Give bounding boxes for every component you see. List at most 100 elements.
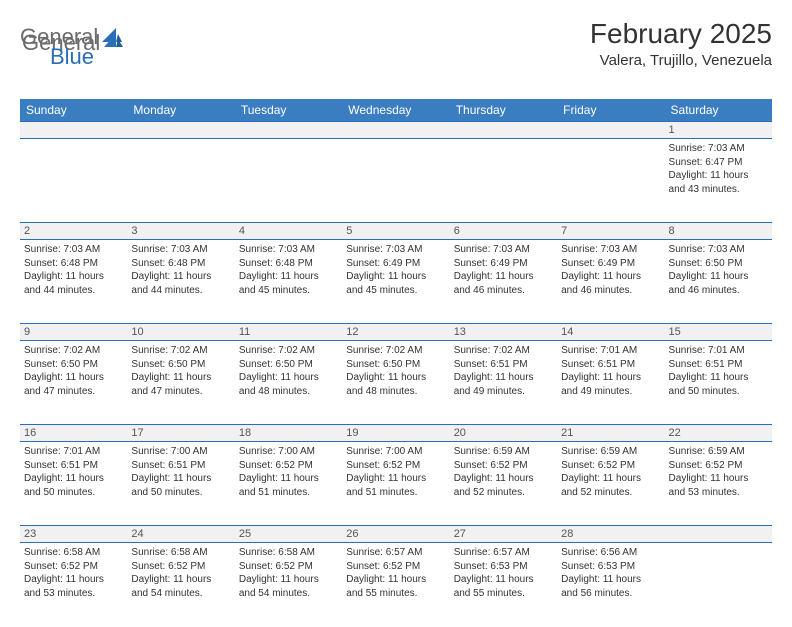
sunrise-text: Sunrise: 7:03 AM — [24, 243, 123, 257]
daylight-text-2: and 45 minutes. — [346, 284, 445, 298]
day-cell: Sunrise: 7:03 AMSunset: 6:47 PMDaylight:… — [665, 139, 772, 223]
sunset-text: Sunset: 6:52 PM — [454, 459, 553, 473]
day-cell: Sunrise: 7:00 AMSunset: 6:51 PMDaylight:… — [127, 442, 234, 526]
day-cell: Sunrise: 7:00 AMSunset: 6:52 PMDaylight:… — [235, 442, 342, 526]
sunrise-text: Sunrise: 7:03 AM — [131, 243, 230, 257]
daylight-text-1: Daylight: 11 hours — [669, 472, 768, 486]
daylight-text-1: Daylight: 11 hours — [131, 371, 230, 385]
daylight-text-1: Daylight: 11 hours — [561, 573, 660, 587]
daylight-text-2: and 49 minutes. — [454, 385, 553, 399]
brand-sail-icon2 — [104, 33, 124, 54]
day-number: . — [665, 526, 772, 543]
day-cell: Sunrise: 7:02 AMSunset: 6:50 PMDaylight:… — [235, 341, 342, 425]
sunset-text: Sunset: 6:47 PM — [669, 156, 768, 170]
day-cell: Sunrise: 6:59 AMSunset: 6:52 PMDaylight:… — [665, 442, 772, 526]
sunset-text: Sunset: 6:52 PM — [239, 560, 338, 574]
daynum-row: 16171819202122 — [20, 425, 772, 442]
day-cell — [665, 543, 772, 627]
sunset-text: Sunset: 6:52 PM — [131, 560, 230, 574]
daylight-text-1: Daylight: 11 hours — [346, 472, 445, 486]
sunset-text: Sunset: 6:50 PM — [131, 358, 230, 372]
daylight-text-2: and 55 minutes. — [346, 587, 445, 601]
sunrise-text: Sunrise: 7:03 AM — [561, 243, 660, 257]
day-cell — [127, 139, 234, 223]
daylight-text-2: and 54 minutes. — [131, 587, 230, 601]
brand-logo-abs: General Blue — [22, 24, 126, 56]
daylight-text-2: and 46 minutes. — [561, 284, 660, 298]
month-title: February 2025 — [590, 18, 772, 50]
sunset-text: Sunset: 6:53 PM — [454, 560, 553, 574]
sunset-text: Sunset: 6:49 PM — [346, 257, 445, 271]
daylight-text-2: and 46 minutes. — [454, 284, 553, 298]
daylight-text-2: and 51 minutes. — [346, 486, 445, 500]
daylight-text-1: Daylight: 11 hours — [669, 169, 768, 183]
daylight-text-1: Daylight: 11 hours — [669, 270, 768, 284]
day-number: 3 — [127, 223, 234, 240]
day-number: 17 — [127, 425, 234, 442]
daylight-text-2: and 52 minutes. — [454, 486, 553, 500]
sunset-text: Sunset: 6:52 PM — [346, 560, 445, 574]
sunset-text: Sunset: 6:52 PM — [669, 459, 768, 473]
sunrise-text: Sunrise: 6:59 AM — [454, 445, 553, 459]
day-number: . — [127, 122, 234, 139]
day-number: 15 — [665, 324, 772, 341]
location-text: Valera, Trujillo, Venezuela — [590, 52, 772, 69]
sunset-text: Sunset: 6:50 PM — [24, 358, 123, 372]
day-cell — [235, 139, 342, 223]
sunset-text: Sunset: 6:51 PM — [561, 358, 660, 372]
daylight-text-1: Daylight: 11 hours — [131, 472, 230, 486]
sunset-text: Sunset: 6:52 PM — [24, 560, 123, 574]
sunset-text: Sunset: 6:52 PM — [239, 459, 338, 473]
day-number: . — [450, 122, 557, 139]
day-cell: Sunrise: 7:03 AMSunset: 6:49 PMDaylight:… — [557, 240, 664, 324]
day-number: 14 — [557, 324, 664, 341]
week-row: Sunrise: 7:01 AMSunset: 6:51 PMDaylight:… — [20, 442, 772, 526]
day-number: 25 — [235, 526, 342, 543]
day-cell: Sunrise: 7:03 AMSunset: 6:48 PMDaylight:… — [235, 240, 342, 324]
daylight-text-1: Daylight: 11 hours — [561, 371, 660, 385]
day-cell: Sunrise: 7:03 AMSunset: 6:50 PMDaylight:… — [665, 240, 772, 324]
sunrise-text: Sunrise: 7:03 AM — [669, 243, 768, 257]
calendar-page: General February 2025 Valera, Trujillo, … — [0, 0, 792, 627]
sunset-text: Sunset: 6:50 PM — [669, 257, 768, 271]
sunset-text: Sunset: 6:51 PM — [669, 358, 768, 372]
day-number: 10 — [127, 324, 234, 341]
sunset-text: Sunset: 6:48 PM — [131, 257, 230, 271]
daylight-text-1: Daylight: 11 hours — [131, 573, 230, 587]
weekday-sun: Sunday — [20, 99, 127, 122]
sunset-text: Sunset: 6:52 PM — [561, 459, 660, 473]
daylight-text-2: and 48 minutes. — [239, 385, 338, 399]
day-number: 20 — [450, 425, 557, 442]
daylight-text-1: Daylight: 11 hours — [454, 371, 553, 385]
daylight-text-1: Daylight: 11 hours — [239, 371, 338, 385]
daylight-text-1: Daylight: 11 hours — [454, 472, 553, 486]
sunrise-text: Sunrise: 6:56 AM — [561, 546, 660, 560]
day-cell: Sunrise: 6:59 AMSunset: 6:52 PMDaylight:… — [557, 442, 664, 526]
day-number: . — [557, 122, 664, 139]
week-row: Sunrise: 7:03 AMSunset: 6:48 PMDaylight:… — [20, 240, 772, 324]
day-cell: Sunrise: 7:02 AMSunset: 6:51 PMDaylight:… — [450, 341, 557, 425]
daylight-text-2: and 44 minutes. — [24, 284, 123, 298]
daylight-text-1: Daylight: 11 hours — [454, 573, 553, 587]
day-number: . — [20, 122, 127, 139]
day-number: 18 — [235, 425, 342, 442]
sunset-text: Sunset: 6:50 PM — [346, 358, 445, 372]
daylight-text-1: Daylight: 11 hours — [131, 270, 230, 284]
sunset-text: Sunset: 6:50 PM — [239, 358, 338, 372]
day-number: 21 — [557, 425, 664, 442]
daylight-text-2: and 55 minutes. — [454, 587, 553, 601]
weekday-fri: Friday — [557, 99, 664, 122]
day-number: 26 — [342, 526, 449, 543]
sunrise-text: Sunrise: 7:01 AM — [669, 344, 768, 358]
daylight-text-2: and 54 minutes. — [239, 587, 338, 601]
day-number: 9 — [20, 324, 127, 341]
sunrise-text: Sunrise: 7:02 AM — [131, 344, 230, 358]
day-cell: Sunrise: 6:58 AMSunset: 6:52 PMDaylight:… — [20, 543, 127, 627]
sunrise-text: Sunrise: 7:03 AM — [239, 243, 338, 257]
day-number: 27 — [450, 526, 557, 543]
daylight-text-2: and 48 minutes. — [346, 385, 445, 399]
sunset-text: Sunset: 6:51 PM — [454, 358, 553, 372]
sunrise-text: Sunrise: 6:58 AM — [24, 546, 123, 560]
daylight-text-1: Daylight: 11 hours — [346, 270, 445, 284]
daylight-text-2: and 46 minutes. — [669, 284, 768, 298]
